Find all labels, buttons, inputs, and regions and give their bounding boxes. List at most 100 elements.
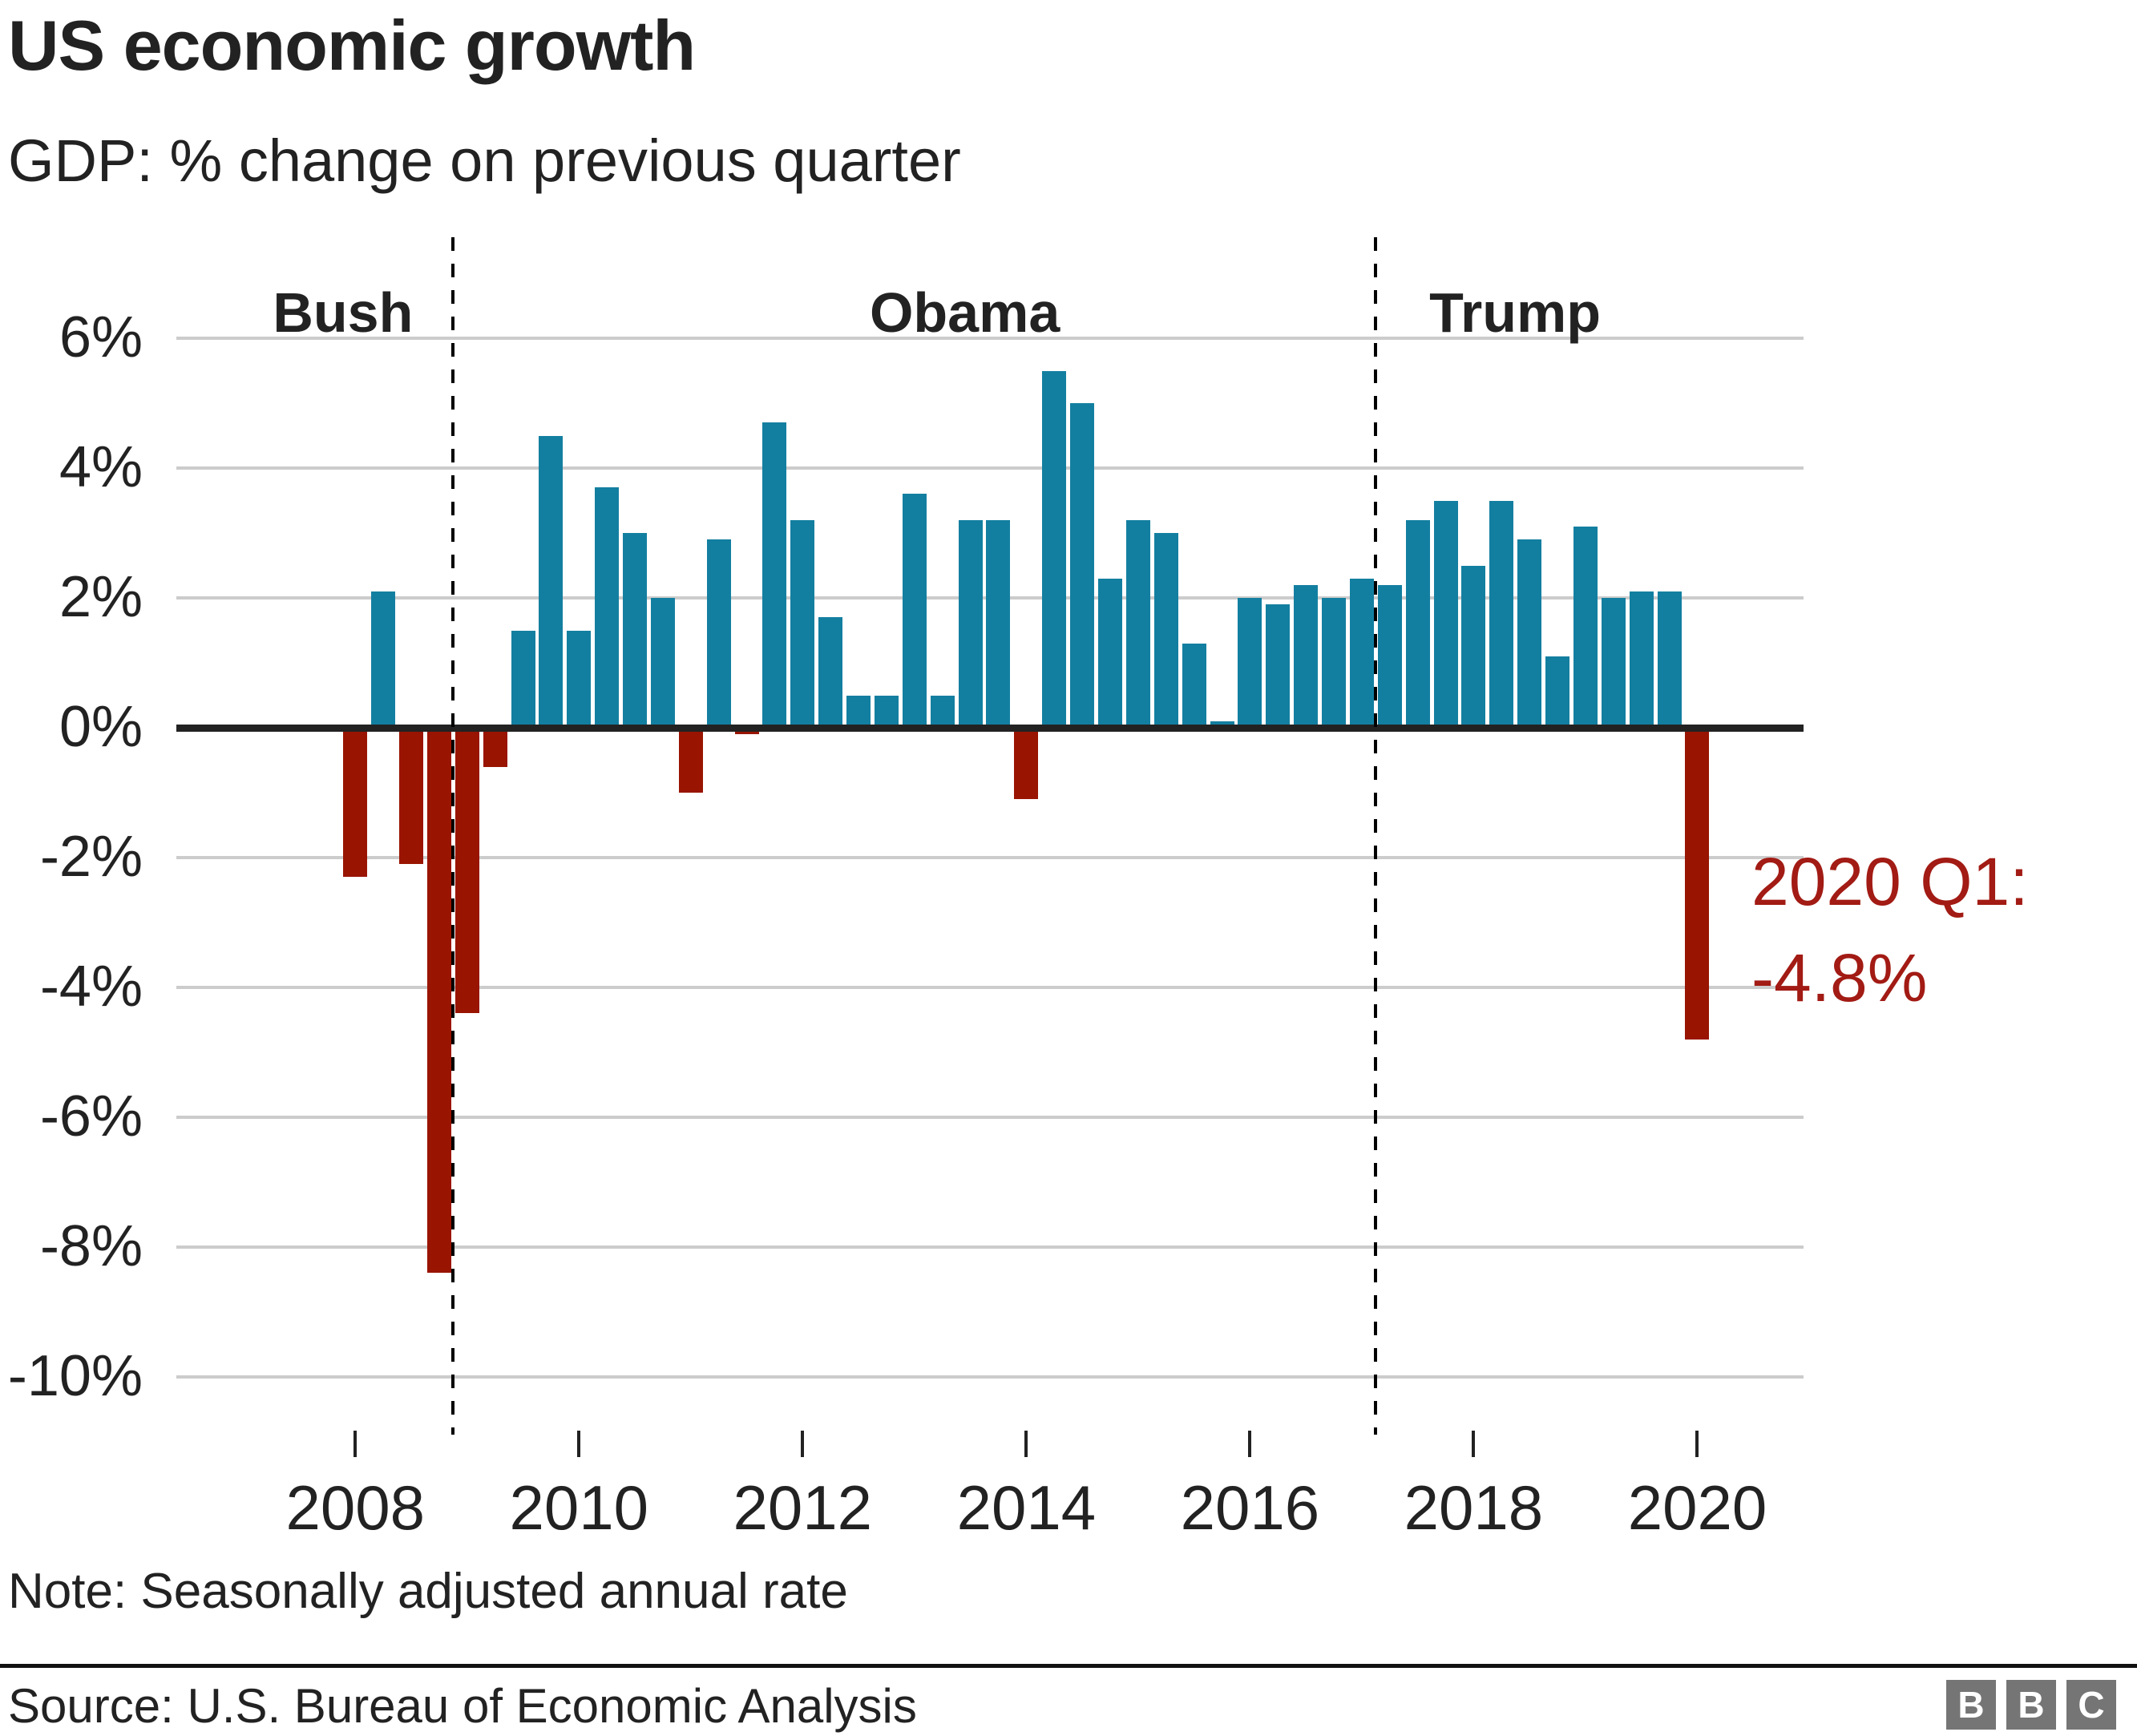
bar-2011-q2 bbox=[706, 539, 731, 728]
gridline-6 bbox=[176, 337, 1804, 340]
era-label-trump: Trump bbox=[1429, 281, 1601, 344]
page-subtitle: GDP: % change on previous quarter bbox=[8, 127, 961, 194]
logo-square-b2: B bbox=[2006, 1680, 2056, 1730]
bar-2013-q4 bbox=[986, 519, 1011, 728]
x-tick-2016 bbox=[1248, 1431, 1252, 1457]
x-axis-label-2012: 2012 bbox=[733, 1472, 873, 1543]
bar-2013-q3 bbox=[958, 519, 983, 728]
bar-2014-q4 bbox=[1097, 578, 1122, 728]
bar-2019-q4 bbox=[1657, 591, 1682, 728]
era-divider-1 bbox=[451, 237, 455, 1435]
y-axis-label--10: -10% bbox=[7, 1344, 143, 1408]
bar-2010-q1 bbox=[567, 630, 592, 728]
x-axis-label-2020: 2020 bbox=[1627, 1472, 1767, 1543]
bar-2018-q1 bbox=[1461, 565, 1486, 728]
y-axis-label--8: -8% bbox=[39, 1214, 143, 1278]
bar-2010-q2 bbox=[595, 487, 620, 728]
bar-2009-q1 bbox=[454, 728, 479, 1014]
bar-2018-q3 bbox=[1517, 539, 1542, 728]
bar-2016-q2 bbox=[1266, 604, 1291, 728]
bar-2016-q1 bbox=[1238, 598, 1262, 728]
bar-2018-q4 bbox=[1545, 656, 1570, 728]
source-credit: Source: U.S. Bureau of Economic Analysis bbox=[8, 1679, 917, 1733]
logo-letter: B bbox=[2018, 1684, 2045, 1726]
bar-2011-q4 bbox=[762, 422, 787, 728]
bar-2017-q4 bbox=[1433, 500, 1458, 728]
bar-2010-q3 bbox=[623, 533, 648, 728]
y-axis-label-0: 0% bbox=[59, 695, 143, 759]
x-axis-label-2016: 2016 bbox=[1180, 1472, 1320, 1543]
x-axis-label-2018: 2018 bbox=[1404, 1472, 1544, 1543]
annotation-2020-q1: 2020 Q1: -4.8% bbox=[1751, 834, 2029, 1026]
bar-2012-q3 bbox=[846, 695, 871, 728]
bar-2012-q1 bbox=[790, 519, 815, 728]
x-axis-zero-line bbox=[176, 725, 1804, 732]
bar-2015-q4 bbox=[1210, 721, 1234, 728]
page-title: US economic growth bbox=[8, 6, 696, 85]
x-tick-2012 bbox=[801, 1431, 805, 1457]
x-axis-label-2010: 2010 bbox=[509, 1472, 649, 1543]
bar-2016-q3 bbox=[1294, 584, 1319, 728]
bar-2014-q1 bbox=[1014, 728, 1039, 800]
bar-2015-q2 bbox=[1153, 533, 1178, 728]
footer-divider bbox=[0, 1664, 2137, 1668]
bar-2013-q2 bbox=[930, 695, 955, 728]
bar-2017-q1 bbox=[1349, 578, 1374, 728]
bbc-logo: B B C bbox=[1946, 1680, 2116, 1730]
bar-2017-q3 bbox=[1405, 519, 1430, 728]
x-tick-2010 bbox=[577, 1431, 581, 1457]
logo-square-b1: B bbox=[1946, 1680, 1996, 1730]
x-tick-2008 bbox=[353, 1431, 358, 1457]
bar-2017-q2 bbox=[1377, 584, 1402, 728]
bar-2008-q2 bbox=[371, 591, 396, 728]
annotation-line-1: 2020 Q1: bbox=[1751, 844, 2029, 919]
bar-2018-q2 bbox=[1489, 500, 1514, 728]
y-axis-label--4: -4% bbox=[39, 955, 143, 1019]
bar-2009-q3 bbox=[511, 630, 535, 728]
bar-2010-q4 bbox=[650, 598, 675, 728]
bar-2008-q1 bbox=[343, 728, 368, 878]
y-axis-label--2: -2% bbox=[39, 825, 143, 889]
era-divider-2 bbox=[1374, 237, 1378, 1435]
bar-2009-q4 bbox=[539, 435, 564, 728]
x-axis-label-2014: 2014 bbox=[956, 1472, 1097, 1543]
annotation-line-2: -4.8% bbox=[1751, 940, 1928, 1015]
x-axis-label-2008: 2008 bbox=[285, 1472, 425, 1543]
y-axis-label--6: -6% bbox=[39, 1084, 143, 1149]
y-axis-label-6: 6% bbox=[59, 305, 143, 369]
bar-2012-q4 bbox=[874, 695, 899, 728]
x-tick-2018 bbox=[1472, 1431, 1476, 1457]
bar-2019-q3 bbox=[1629, 591, 1654, 728]
bar-2011-q1 bbox=[678, 728, 703, 793]
bar-2014-q3 bbox=[1070, 403, 1095, 728]
bar-2016-q4 bbox=[1322, 598, 1347, 728]
bar-2009-q2 bbox=[483, 728, 507, 767]
gridline--6 bbox=[176, 1116, 1804, 1119]
gridline-4 bbox=[176, 466, 1804, 470]
gridline--10 bbox=[176, 1375, 1804, 1379]
bar-2019-q1 bbox=[1573, 526, 1598, 728]
bar-2020-q1 bbox=[1685, 728, 1710, 1040]
logo-letter: B bbox=[1957, 1684, 1985, 1726]
gridline--2 bbox=[176, 856, 1804, 859]
bar-2019-q2 bbox=[1601, 598, 1626, 728]
bar-2012-q2 bbox=[818, 617, 843, 728]
bar-2008-q3 bbox=[398, 728, 423, 865]
bar-2015-q1 bbox=[1125, 519, 1150, 728]
y-axis-label-4: 4% bbox=[59, 435, 143, 499]
bar-2013-q1 bbox=[902, 494, 927, 728]
bar-2008-q4 bbox=[426, 728, 451, 1274]
gridline--4 bbox=[176, 986, 1804, 989]
x-tick-2014 bbox=[1024, 1431, 1028, 1457]
bar-2015-q3 bbox=[1182, 643, 1206, 728]
bar-2014-q2 bbox=[1042, 370, 1067, 728]
logo-letter: C bbox=[2078, 1684, 2105, 1726]
era-label-bush: Bush bbox=[273, 281, 414, 344]
logo-square-c: C bbox=[2066, 1680, 2116, 1730]
y-axis-label-2: 2% bbox=[59, 565, 143, 629]
gridline--8 bbox=[176, 1245, 1804, 1249]
era-label-obama: Obama bbox=[869, 281, 1060, 344]
chart-note: Note: Seasonally adjusted annual rate bbox=[8, 1564, 848, 1619]
x-tick-2020 bbox=[1695, 1431, 1699, 1457]
